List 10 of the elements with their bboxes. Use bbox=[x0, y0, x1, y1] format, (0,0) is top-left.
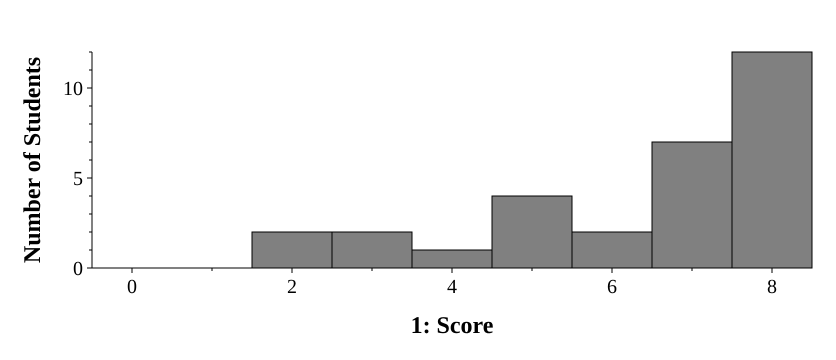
x-axis-title: 1: Score bbox=[410, 313, 494, 339]
x-tick-label: 6 bbox=[607, 276, 617, 298]
x-tick-label: 0 bbox=[127, 276, 137, 298]
x-tick-label: 8 bbox=[767, 276, 777, 298]
y-axis-title: Number of Students bbox=[20, 56, 46, 264]
x-tick-label: 2 bbox=[287, 276, 297, 298]
y-tick-label: 0 bbox=[73, 258, 83, 280]
y-tick-label: 10 bbox=[63, 78, 83, 100]
y-tick-label: 5 bbox=[73, 168, 83, 190]
x-tick-label: 4 bbox=[447, 276, 457, 298]
